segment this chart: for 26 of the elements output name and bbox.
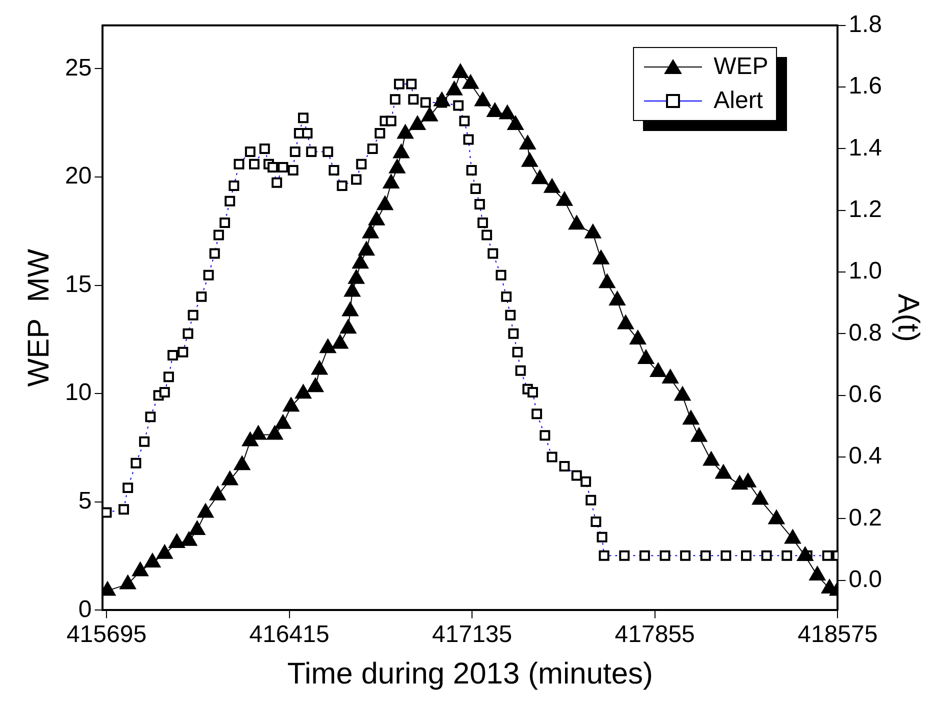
x-tick-label: 417855: [614, 621, 695, 648]
y2-tick-label: 0.8: [848, 319, 882, 346]
y2-tick-label: 0.4: [848, 442, 882, 470]
y2-tick-label: 1.0: [848, 258, 882, 285]
y2-tick-label: 1.6: [848, 72, 882, 100]
y2-tick-label: 1.2: [848, 196, 882, 223]
y2-tick-label: 0.6: [848, 380, 882, 408]
y-tick-label: 15: [64, 270, 92, 298]
y2-axis-title: A(t): [892, 294, 925, 342]
y2-tick-label: 0.0: [848, 566, 882, 593]
y-tick-label: 5: [78, 488, 92, 515]
x-tick-label: 415695: [66, 621, 147, 648]
y2-tick-label: 1.4: [848, 134, 882, 162]
legend-label: WEP: [714, 52, 768, 82]
y-axis-title: WEP MW: [22, 248, 56, 387]
x-tick-label: 417135: [432, 621, 512, 648]
x-tick-label: 416415: [249, 621, 330, 648]
y2-tick-label: 0.2: [848, 504, 882, 532]
y-tick-label: 0: [78, 596, 92, 623]
x-tick-label: 418575: [798, 621, 878, 648]
y-tick-label: 20: [64, 162, 92, 190]
legend-label: Alert: [714, 86, 763, 116]
y-tick-label: 10: [64, 379, 92, 406]
x-axis-title: Time during 2013 (minutes): [287, 657, 654, 690]
y2-tick-label: 1.8: [848, 11, 882, 38]
y-tick-label: 25: [64, 54, 92, 82]
